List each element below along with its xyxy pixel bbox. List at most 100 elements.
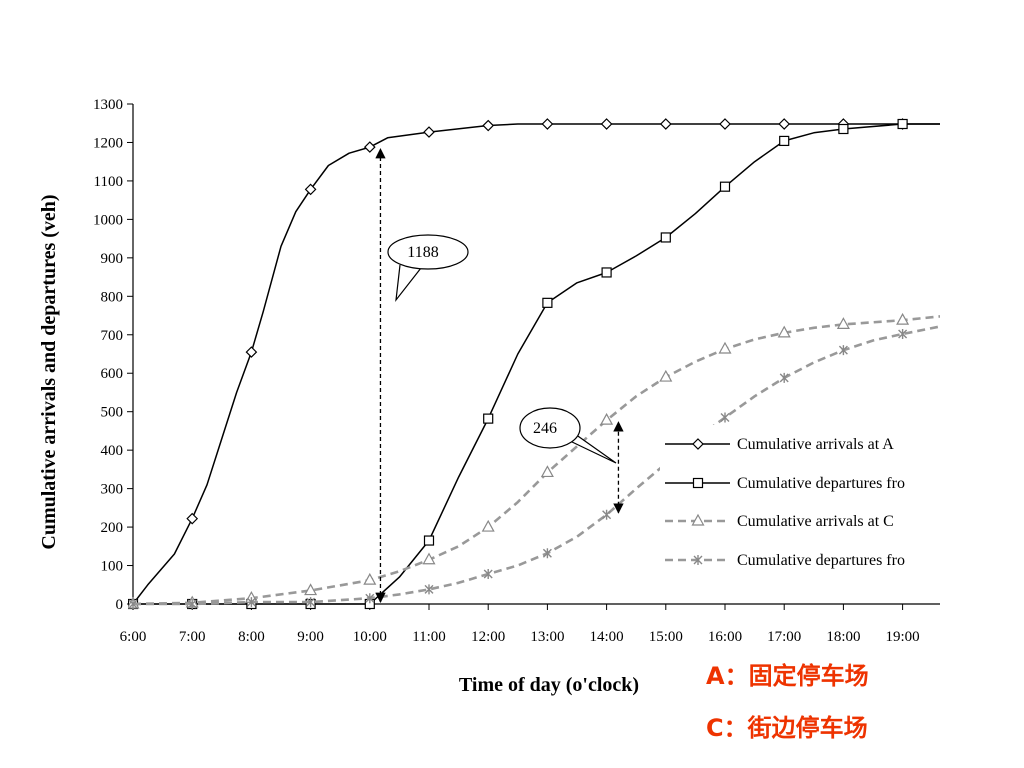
note-parking-a: A：固定停车场 [706, 662, 869, 690]
data-point [304, 183, 317, 196]
data-point [897, 118, 908, 130]
data-point [187, 599, 197, 609]
data-point [777, 325, 791, 338]
data-point [423, 535, 435, 546]
x-tick-label: 15:00 [649, 629, 683, 645]
data-point [719, 118, 731, 130]
legend-swatch-marker [691, 513, 705, 526]
x-tick-label: 12:00 [471, 629, 505, 645]
data-point [245, 346, 258, 358]
x-tick-label: 19:00 [886, 629, 920, 645]
x-tick-label: 11:00 [412, 629, 446, 645]
data-point [720, 412, 730, 423]
data-point [483, 413, 494, 424]
series-line [132, 123, 940, 605]
x-tick-label: 10:00 [353, 629, 387, 645]
y-tick-label: 1000 [93, 212, 123, 228]
callout-label: 246 [533, 420, 557, 437]
x-tick-label: 13:00 [530, 629, 564, 645]
callout-bubble: 1188 [387, 234, 469, 303]
data-point [363, 141, 376, 153]
data-point [838, 345, 848, 356]
series-group [128, 118, 940, 610]
legend-swatch-marker [693, 555, 703, 565]
data-point [482, 119, 495, 132]
callout-label: 1188 [407, 244, 438, 261]
data-point [779, 372, 789, 383]
x-tick-label: 14:00 [590, 629, 624, 645]
series-line [133, 123, 940, 605]
data-point [423, 126, 435, 138]
data-point [896, 312, 910, 325]
data-point [424, 584, 434, 595]
y-tick-label: 600 [101, 366, 124, 382]
note-parking-c: C：街边停车场 [706, 714, 868, 742]
y-tick-label: 100 [101, 559, 124, 575]
data-point [304, 583, 318, 596]
legend-background [660, 425, 940, 575]
legend-swatch-marker [692, 438, 704, 450]
data-point [363, 572, 377, 585]
axes: 0 100 200 300 400 500 600 700 800 900 1000 1100 1200… [93, 97, 940, 645]
data-point [719, 181, 731, 192]
data-point [718, 341, 732, 354]
x-tick-label: 9:00 [297, 629, 324, 645]
y-tick-label: 300 [101, 482, 124, 498]
legend-entry: Cumulative arrivals at C [665, 513, 894, 530]
x-tick-label: 17:00 [767, 629, 801, 645]
y-axis-title: Cumulative arrivals and departures (veh) [38, 194, 60, 549]
y-tick-label: 200 [101, 520, 124, 536]
legend-entry: Cumulative departures fro [665, 475, 905, 492]
data-point [836, 317, 850, 329]
callout-bubble: 246 [519, 407, 617, 464]
legend-label: Cumulative arrivals at A [737, 436, 894, 453]
data-point [128, 599, 138, 609]
legend-entry: Cumulative departures fro [665, 552, 905, 569]
legend-label: Cumulative departures fro [737, 552, 905, 569]
y-tick-label: 1200 [93, 135, 123, 151]
data-point [600, 118, 613, 130]
data-point [541, 118, 554, 130]
data-point [659, 118, 672, 130]
callout-ellipse [387, 234, 469, 270]
data-point [600, 412, 614, 425]
series-line [132, 315, 940, 606]
x-tick-label: 7:00 [179, 629, 206, 645]
annotations: 1188 246 [375, 148, 624, 604]
y-tick-label: 500 [101, 405, 124, 421]
callout-tail [569, 433, 617, 464]
legend-label: Cumulative departures fro [737, 475, 905, 492]
legend-swatch-marker [692, 477, 704, 489]
data-point [659, 369, 673, 382]
data-point [602, 509, 612, 520]
y-tick-label: 800 [101, 289, 124, 305]
data-point [838, 123, 849, 135]
x-tick-label: 16:00 [708, 629, 742, 645]
x-axis-title: Time of day (o'clock) [459, 674, 639, 696]
data-point [422, 552, 436, 565]
data-point [481, 519, 495, 532]
data-point [898, 329, 908, 339]
data-point [186, 512, 199, 525]
legend-entry: Cumulative arrivals at A [665, 436, 894, 453]
y-tick-label: 1300 [93, 97, 123, 113]
y-tick-label: 900 [101, 251, 124, 267]
legend-label: Cumulative arrivals at C [737, 513, 894, 530]
y-tick-label: 400 [101, 443, 124, 459]
callout-ellipse [519, 407, 581, 449]
data-point [483, 569, 493, 579]
data-point [601, 267, 612, 278]
data-point [365, 593, 375, 604]
y-tick-label: 0 [116, 597, 124, 613]
data-point [246, 597, 256, 608]
x-tick-label: 18:00 [826, 629, 860, 645]
data-point [540, 465, 554, 478]
data-point [779, 135, 790, 147]
y-tick-label: 1100 [94, 174, 123, 190]
y-tick-label: 700 [101, 328, 124, 344]
series-line [133, 325, 940, 606]
x-tick-label: 6:00 [120, 629, 147, 645]
data-point [306, 597, 316, 608]
data-point [542, 297, 553, 308]
